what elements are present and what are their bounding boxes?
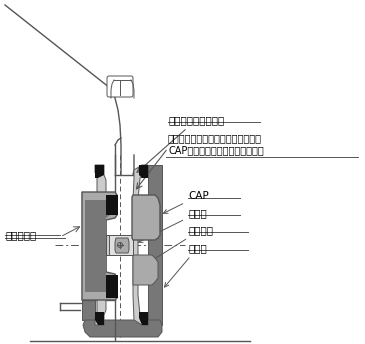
Text: タイヤ: タイヤ	[165, 243, 207, 287]
Polygon shape	[95, 165, 106, 325]
Polygon shape	[133, 200, 158, 235]
Polygon shape	[139, 165, 148, 178]
FancyBboxPatch shape	[107, 76, 133, 97]
Polygon shape	[133, 165, 148, 325]
Text: CAP: CAP	[164, 191, 209, 213]
Polygon shape	[139, 312, 148, 325]
Text: キャリパー: キャリパー	[5, 230, 36, 240]
Text: ホイール: ホイール	[151, 225, 213, 261]
Polygon shape	[85, 200, 110, 292]
Polygon shape	[106, 235, 133, 255]
Polygon shape	[82, 195, 95, 320]
Text: フェンダー折り返し: フェンダー折り返し	[137, 115, 224, 172]
Polygon shape	[109, 235, 133, 255]
Polygon shape	[82, 192, 117, 300]
Polygon shape	[95, 165, 104, 178]
Polygon shape	[115, 238, 129, 253]
Text: ナット: ナット	[138, 208, 207, 242]
Polygon shape	[95, 312, 104, 325]
Polygon shape	[133, 255, 158, 285]
Polygon shape	[132, 195, 160, 240]
Polygon shape	[83, 320, 162, 337]
Polygon shape	[106, 275, 118, 298]
Text: CAPのはみ出しは法令違反です。: CAPのはみ出しは法令違反です。	[168, 145, 264, 155]
Text: フェンダーからタイヤ・ホール本体: フェンダーからタイヤ・ホール本体	[168, 133, 262, 143]
Polygon shape	[148, 165, 162, 325]
Polygon shape	[106, 195, 118, 215]
